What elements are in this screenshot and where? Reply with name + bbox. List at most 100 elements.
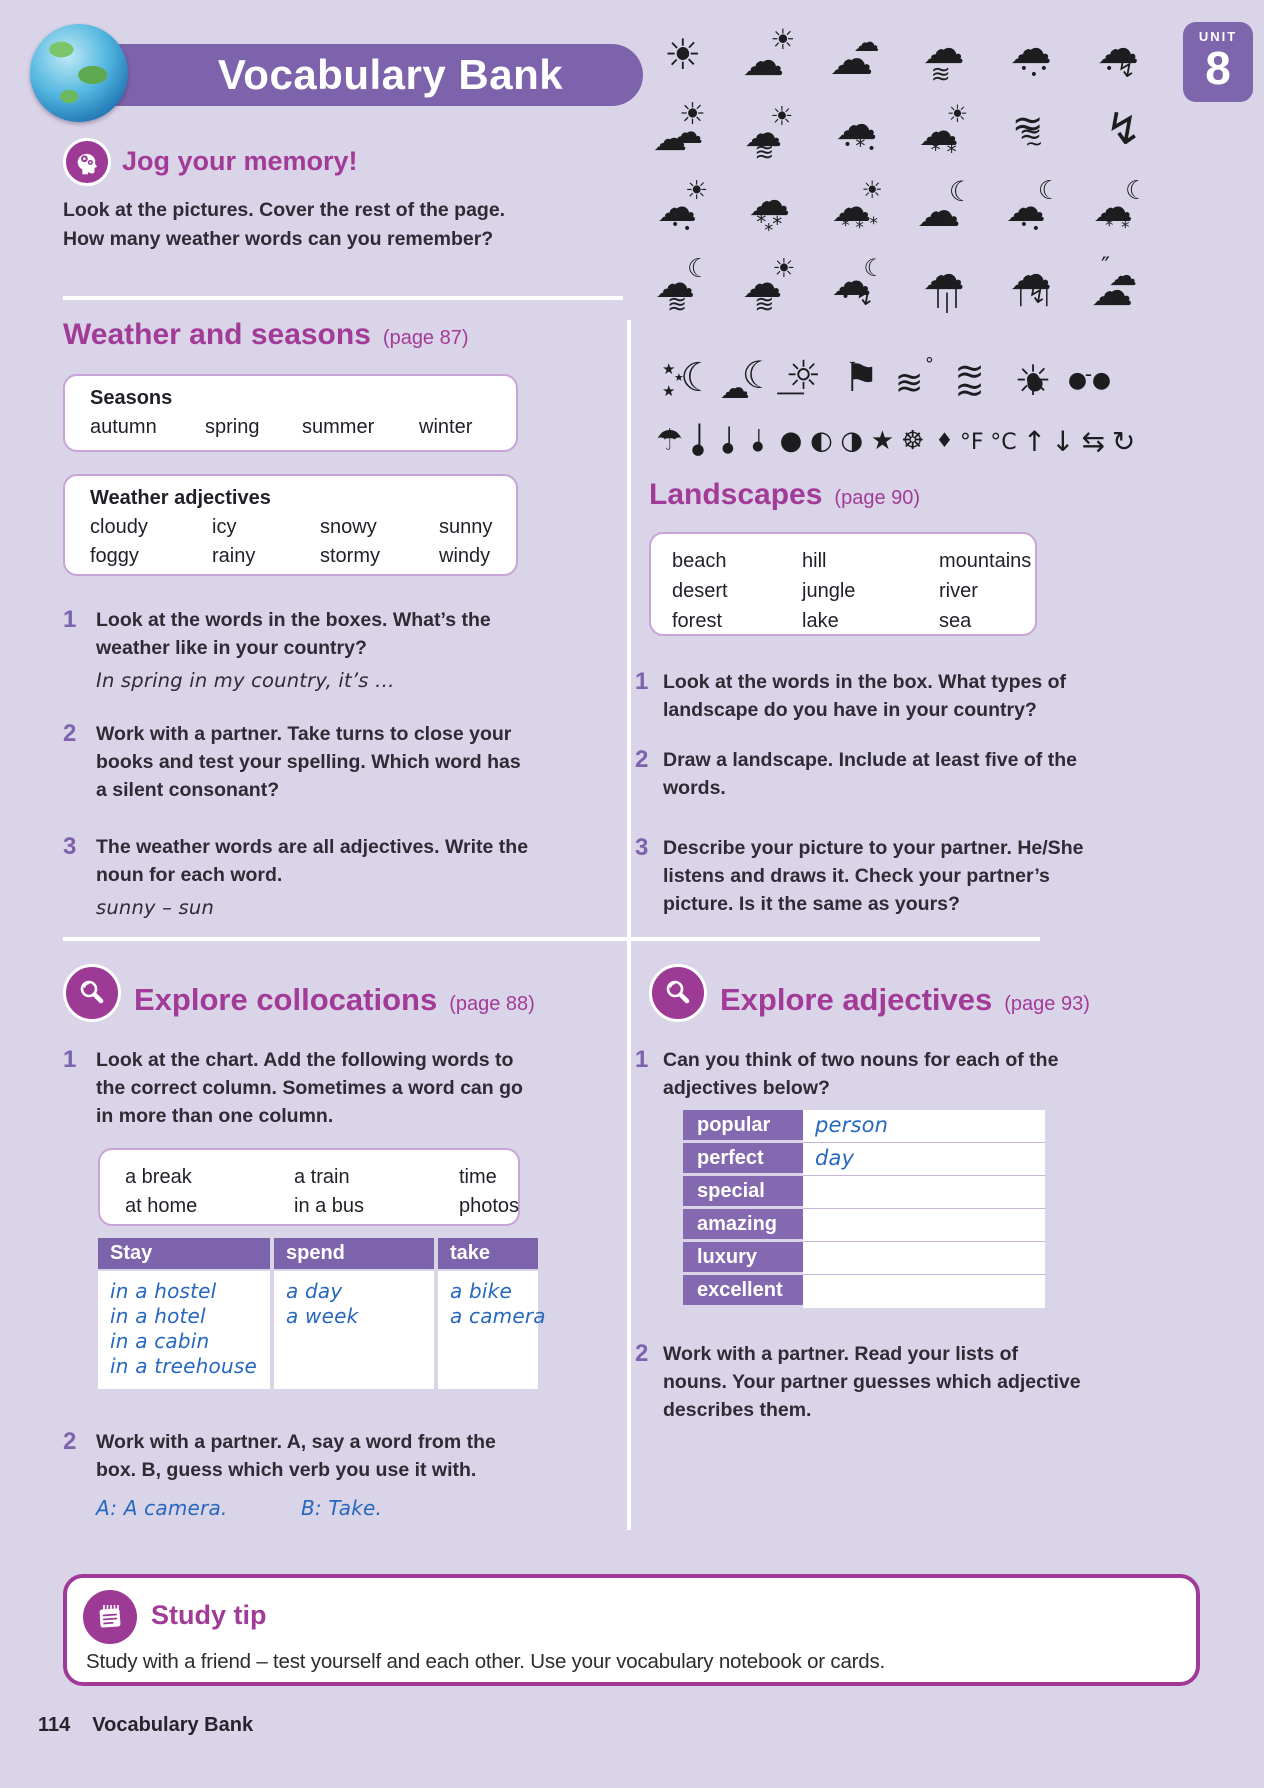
exercise-number: 2 <box>635 746 649 773</box>
moon-and-stars-icon: ★ ★ ★ ☾ <box>662 355 716 401</box>
swap-arrows-icon: ⇆ <box>1081 425 1105 458</box>
windy-cloud-icon: ☁ ≋ <box>922 24 965 88</box>
fahrenheit-icon: °F <box>959 430 984 455</box>
collocation-word: at home <box>125 1195 198 1217</box>
raindrop-icon: ♦ <box>935 428 954 452</box>
landscapes-exercise-1: 1 Look at the words in the box. What typ… <box>635 668 1066 724</box>
exercise-line: describes them. <box>663 1399 812 1421</box>
weather-word: icy <box>212 516 237 538</box>
collocation-word: time <box>459 1166 497 1188</box>
exercise-line: Look at the words in the boxes. What’s t… <box>96 609 491 631</box>
table-cell: a week <box>286 1304 359 1328</box>
heavy-rain-cloud-icon: ☁ | | | <box>922 250 965 313</box>
unit-badge: UNIT 8 <box>1183 22 1253 102</box>
windy-sun-cloud-2-icon: ☀ ☁ ≋ <box>742 254 796 318</box>
collocations-word-box: a break a train time at home in a bus ph… <box>98 1148 520 1226</box>
exercise-line: Describe your picture to your partner. H… <box>663 837 1084 859</box>
bright-sun-icon: ☀ ● <box>1014 356 1052 405</box>
seasons-box: Seasons autumn spring summer winter <box>63 374 518 452</box>
exercise-number: 1 <box>63 1046 77 1073</box>
exercise-line: box. B, guess which verb you use it with… <box>96 1459 477 1481</box>
vertical-column-divider <box>627 320 631 1530</box>
thermometer-low-icon: | ● <box>752 426 764 454</box>
exercise-line: books and test your spelling. Which word… <box>96 751 521 773</box>
weather-icon-row: ☀ ☁ ☁ ☀ ☁ ≋ ☁ • * • ☀ ☁ * * ≈ ≈ ~ ↯ <box>653 100 1147 170</box>
weather-word: rainy <box>212 545 256 567</box>
globe-icon <box>30 24 128 122</box>
jog-intro-line: Look at the pictures. Cover the rest of … <box>63 199 506 221</box>
weather-icon-row: ☂ | ● | ● | ● ● ◐ ◑ ★ ☸ ♦ °F °C ↑ ↓ ⇆ ↻ <box>656 422 1142 462</box>
exercise-line: adjectives below? <box>663 1077 830 1099</box>
study-tip-text: Study with a friend – test yourself and … <box>86 1650 886 1673</box>
wind-leaves-icon: ° ≋ <box>894 354 934 403</box>
table-column-stay: Stay in a hostel in a hotel in a cabin i… <box>98 1238 270 1389</box>
unit-number: 8 <box>1205 42 1231 94</box>
landscapes-exercise-2: 2 Draw a landscape. Include at least fiv… <box>635 746 1077 802</box>
table-column-take: take a bike a camera <box>438 1238 546 1389</box>
column-header: spend <box>274 1238 434 1269</box>
table-cell: in a hostel <box>110 1279 217 1303</box>
column-header: Stay <box>98 1238 270 1269</box>
exercise-number: 1 <box>635 668 649 695</box>
season-word: autumn <box>90 416 157 438</box>
lightning-bolt-icon: ↯ <box>1104 104 1142 155</box>
table-cell: a day <box>286 1279 343 1303</box>
landscape-word: river <box>939 580 978 602</box>
arrow-down-icon: ↓ <box>1051 425 1075 458</box>
magnifier-glyph <box>80 980 104 1004</box>
table-cell: in a cabin <box>110 1329 210 1353</box>
thermometer-mid-icon: | ● <box>721 423 734 456</box>
snow-shower-sun-cloud-icon: ☀ ☁ * * * <box>831 176 883 238</box>
exercise-line: noun for each word. <box>96 864 283 886</box>
calendar-icon <box>83 1590 137 1644</box>
exercise-line: Work with a partner. Read your lists of <box>663 1343 1019 1365</box>
weather-seasons-heading: Weather and seasons (page 87) <box>63 318 469 352</box>
rotate-arrow-icon: ↻ <box>1111 425 1136 458</box>
sun-shower-cloud-icon: ☀ ☁ • • <box>657 176 709 237</box>
exercise-line: Draw a landscape. Include at least five … <box>663 749 1077 771</box>
sun-icon: ☀ <box>664 30 702 79</box>
table-cell: in a treehouse <box>110 1354 257 1378</box>
page-ref: (page 90) <box>834 487 921 509</box>
wind-over-clouds-icon: ″ ☁ ☁ <box>1090 252 1137 315</box>
sunglasses-icon: ● - ● <box>1067 362 1112 393</box>
seasons-box-title: Seasons <box>90 387 173 409</box>
table-column-spend: spend a day a week <box>274 1238 434 1389</box>
table-cell: a bike <box>450 1279 512 1303</box>
table-cell: in a hotel <box>110 1304 206 1328</box>
exercise-line: Work with a partner. Take turns to close… <box>96 723 512 745</box>
season-word: summer <box>302 416 375 438</box>
sleet-cloud-icon: ☁ • * • <box>835 100 878 158</box>
section-title: Weather and seasons <box>63 318 371 351</box>
collocation-word: photos <box>459 1195 520 1217</box>
collocations-heading: Explore collocations (page 88) <box>134 982 535 1018</box>
memory-head-icon <box>63 138 111 186</box>
unit-label: UNIT <box>1198 29 1238 44</box>
table-cell: a camera <box>450 1304 546 1328</box>
landscape-word: lake <box>802 610 839 632</box>
snow-moon-cloud-icon: ☾ ☁ * * <box>1092 176 1149 238</box>
horizontal-section-divider <box>63 937 1040 941</box>
magnifier-glyph <box>666 980 690 1004</box>
windy-moon-cloud-icon: ☾ ☁ ≋ <box>655 254 711 318</box>
snowflake-icon: ☸ <box>901 426 925 456</box>
page-footer: 114 Vocabulary Bank <box>38 1714 253 1737</box>
exercise-line: landscape do you have in your country? <box>663 699 1037 721</box>
landscape-word: mountains <box>939 550 1032 572</box>
rain-lightning-cloud-icon: ☁ | ↯ | <box>1009 250 1052 309</box>
cloud-moon-icon: ☾ ☁ <box>916 175 974 237</box>
jog-intro-line: How many weather words can you remember? <box>63 228 494 250</box>
footer-page-number: 114 <box>38 1714 71 1736</box>
magnifier-icon <box>649 964 707 1022</box>
storm-rain-cloud-icon: ☁ • ↯ <box>1096 24 1139 83</box>
exercise-number: 2 <box>63 720 77 747</box>
landscape-word: hill <box>802 550 827 572</box>
column-header: take <box>438 1238 538 1269</box>
weather-word: snowy <box>320 516 377 538</box>
umbrella-icon: ☂ <box>656 423 683 458</box>
collocation-word: a train <box>294 1166 350 1188</box>
weather-word: cloudy <box>90 516 148 538</box>
weather-icon-row: ☀ ☀ ☁ ☁ ☁ ☁ ≋ ☁ • • • ☁ • ↯ <box>655 24 1147 94</box>
ws-exercise-3: 3 The weather words are all adjectives. … <box>63 833 528 922</box>
landscapes-exercise-3: 3 Describe your picture to your partner.… <box>635 834 1083 918</box>
